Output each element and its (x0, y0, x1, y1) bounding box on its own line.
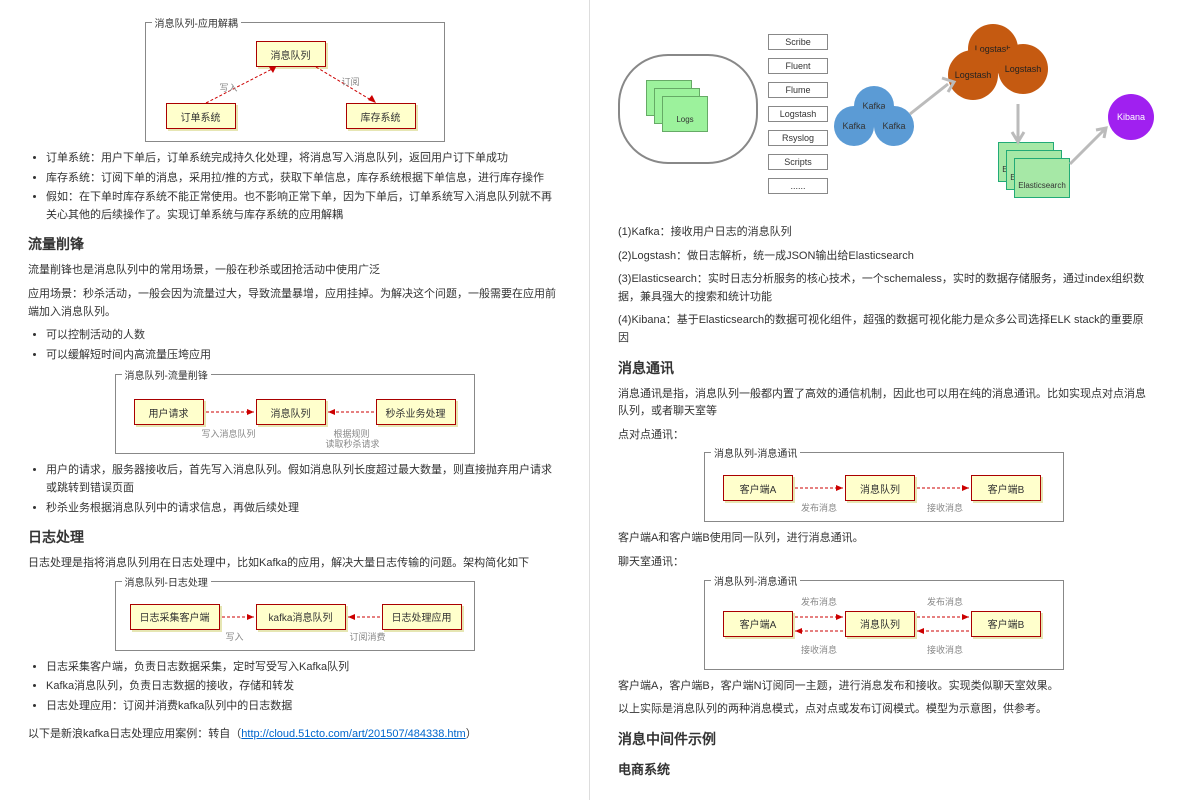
bullet: 可以控制活动的人数 (46, 327, 561, 345)
diagram-decouple: 消息队列-应用解耦 消息队列 订单系统 库存系统 写入 订阅 (145, 22, 445, 142)
box-b: kafka消息队列 (256, 604, 346, 630)
box-req: 用户请求 (134, 399, 204, 425)
para: 应用场景：秒杀活动，一般会因为流量过大，导致流量暴增，应用挂掉。为解决这个问题，… (28, 286, 561, 321)
heading-mw: 消息中间件示例 (618, 729, 1150, 749)
text: ） (466, 728, 477, 740)
label: 写入消息队列 (202, 427, 256, 440)
bullets-decouple: 订单系统：用户下单后，订单系统完成持久化处理，将消息写入消息队列，返回用户订下单… (46, 150, 561, 224)
diagram-title: 消息队列-消息通讯 (711, 573, 800, 588)
label: 接收消息 (801, 643, 837, 656)
box-mq: 消息队列 (256, 41, 326, 67)
box-a: 客户端A (723, 611, 793, 637)
para-link: 以下是新浪kafka日志处理应用案例：转自（http://cloud.51cto… (28, 726, 561, 744)
logstash-circle: Logstash (998, 44, 1048, 94)
text: 以下是新浪kafka日志处理应用案例：转自（ (28, 728, 241, 740)
bullet: Kafka消息队列，负责日志数据的接收，存储和转发 (46, 678, 561, 696)
para: 客户端A和客户端B使用同一队列，进行消息通讯。 (618, 530, 1150, 548)
kv: (4)Kibana：基于Elasticsearch的数据可视化组件，超强的数据可… (618, 312, 1150, 347)
kv: (2)Logstash：做日志解析，统一成JSON输出给Elasticsearc… (618, 248, 1150, 266)
bullet: 日志处理应用：订阅并消费kafka队列中的日志数据 (46, 698, 561, 716)
srv: Rsyslog (768, 130, 828, 146)
kafka-circle: Kafka (834, 106, 874, 146)
diagram-title: 消息队列-日志处理 (122, 574, 211, 589)
label-write: 写入 (220, 81, 238, 94)
box-b: 客户端B (971, 611, 1041, 637)
es-card: Elasticsearch (1014, 158, 1070, 198)
para: 点对点通讯： (618, 427, 1150, 445)
bullets-flow2: 用户的请求，服务器接收后，首先写入消息队列。假如消息队列长度超过最大数量，则直接… (46, 462, 561, 517)
para: 消息通讯是指，消息队列一般都内置了高效的通信机制，因此也可以用在纯的消息通讯。比… (618, 386, 1150, 421)
srv: ...... (768, 178, 828, 194)
srv: Flume (768, 82, 828, 98)
srv: Fluent (768, 58, 828, 74)
diagram-title: 消息队列-消息通讯 (711, 445, 800, 460)
box-order: 订单系统 (166, 103, 236, 129)
label: 读取秒杀请求 (326, 437, 380, 450)
label: 写入 (226, 630, 244, 643)
label: 发布消息 (927, 595, 963, 608)
diagram-title: 消息队列-应用解耦 (152, 15, 241, 30)
link-51cto[interactable]: http://cloud.51cto.com/art/201507/484338… (241, 728, 465, 740)
para: 流量削锋也是消息队列中的常用场景，一般在秒杀或团抢活动中使用广泛 (28, 262, 561, 280)
bullet: 假如：在下单时库存系统不能正常使用。也不影响正常下单，因为下单后，订单系统写入消… (46, 189, 561, 224)
diagram-p2p: 消息队列-消息通讯 客户端A 消息队列 客户端B 发布消息 接收消息 (704, 452, 1064, 522)
label: 订阅消费 (350, 630, 386, 643)
bullets-flow: 可以控制活动的人数 可以缓解短时间内高流量压垮应用 (46, 327, 561, 364)
kibana-circle: Kibana (1108, 94, 1154, 140)
box-mq: 消息队列 (845, 611, 915, 637)
box-mq: 消息队列 (256, 399, 326, 425)
kafka-circle: Kafka (874, 106, 914, 146)
bullet: 可以缓解短时间内高流量压垮应用 (46, 347, 561, 365)
right-column: Logs Logs Logs Scribe Fluent Flume Logst… (589, 0, 1178, 800)
diagram-flow: 消息队列-流量削锋 用户请求 消息队列 秒杀业务处理 写入消息队列 根据规则 读… (115, 374, 475, 454)
label: 发布消息 (801, 595, 837, 608)
label: 接收消息 (927, 501, 963, 514)
logstash-circle: Logstash (948, 50, 998, 100)
para: 聊天室通讯： (618, 554, 1150, 572)
diagram-log: 消息队列-日志处理 日志采集客户端 kafka消息队列 日志处理应用 写入 订阅… (115, 581, 475, 651)
diagram-title: 消息队列-流量削锋 (122, 367, 211, 382)
heading-log: 日志处理 (28, 527, 561, 547)
diagram-chat: 消息队列-消息通讯 客户端A 消息队列 客户端B 发布消息 发布消息 接收消息 … (704, 580, 1064, 670)
box-b: 客户端B (971, 475, 1041, 501)
srv: Scripts (768, 154, 828, 170)
heading-msg: 消息通讯 (618, 358, 1150, 378)
para: 以上实际是消息队列的两种消息模式，点对点或发布订阅模式。模型为示意图，供参考。 (618, 701, 1150, 719)
left-column: 消息队列-应用解耦 消息队列 订单系统 库存系统 写入 订阅 订单系统：用户下单… (0, 0, 589, 800)
kv: (3)Elasticsearch：实时日志分析服务的核心技术，一个schemal… (618, 271, 1150, 306)
bullet: 订单系统：用户下单后，订单系统完成持久化处理，将消息写入消息队列，返回用户订下单… (46, 150, 561, 168)
bullet: 日志采集客户端，负责日志数据采集，定时写受写入Kafka队列 (46, 659, 561, 677)
label-sub: 订阅 (342, 75, 360, 88)
label: 发布消息 (801, 501, 837, 514)
heading-ec: 电商系统 (618, 759, 1150, 778)
box-c: 日志处理应用 (382, 604, 462, 630)
box-stock: 库存系统 (346, 103, 416, 129)
srv: Logstash (768, 106, 828, 122)
box-a: 日志采集客户端 (130, 604, 220, 630)
heading-flow: 流量削锋 (28, 234, 561, 254)
bullet: 用户的请求，服务器接收后，首先写入消息队列。假如消息队列长度超过最大数量，则直接… (46, 462, 561, 497)
bullet: 秒杀业务根据消息队列中的请求信息，再做后续处理 (46, 500, 561, 518)
logs-card: Logs (662, 96, 708, 132)
box-mq: 消息队列 (845, 475, 915, 501)
box-biz: 秒杀业务处理 (376, 399, 456, 425)
bullet: 库存系统：订阅下单的消息，采用拉/推的方式，获取下单信息，库存系统根据下单信息，… (46, 170, 561, 188)
para: 客户端A，客户端B，客户端N订阅同一主题，进行消息发布和接收。实现类似聊天室效果… (618, 678, 1150, 696)
label: 接收消息 (927, 643, 963, 656)
box-a: 客户端A (723, 475, 793, 501)
srv: Scribe (768, 34, 828, 50)
bullets-log: 日志采集客户端，负责日志数据采集，定时写受写入Kafka队列 Kafka消息队列… (46, 659, 561, 716)
para: 日志处理是指将消息队列用在日志处理中，比如Kafka的应用，解决大量日志传输的问… (28, 555, 561, 573)
kv: (1)Kafka：接收用户日志的消息队列 (618, 224, 1150, 242)
diagram-elk: Logs Logs Logs Scribe Fluent Flume Logst… (618, 14, 1158, 214)
